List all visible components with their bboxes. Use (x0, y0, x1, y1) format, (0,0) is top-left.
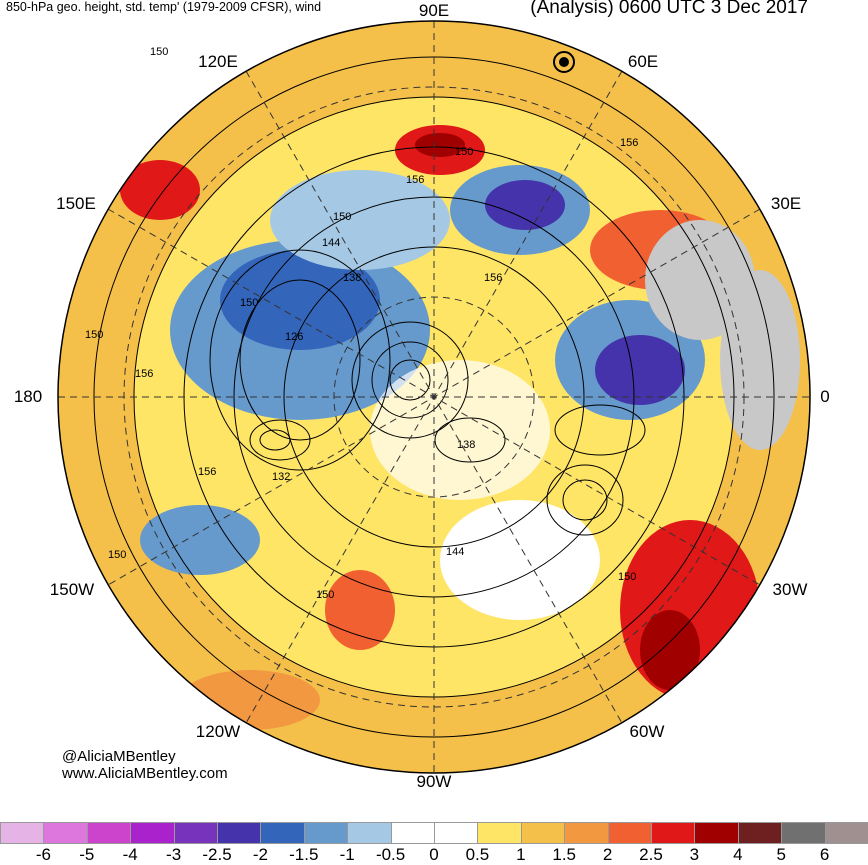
contour-label: 156 (406, 174, 424, 186)
colorbar-swatch (434, 822, 479, 844)
contour-label: 132 (272, 471, 290, 483)
colorbar-swatch (0, 822, 45, 844)
lon-label-180: 180 (13, 387, 43, 406)
colorbar-tick-label: 1 (516, 845, 526, 864)
colorbar-tick-label: 3 (689, 845, 700, 864)
colorbar-swatch (390, 822, 435, 844)
lon-label-90w: 90W (416, 772, 452, 791)
contour-label: 126 (285, 331, 303, 343)
map-boundary (57, 20, 811, 774)
colorbar (0, 822, 868, 846)
contour-label: 150 (455, 146, 473, 158)
graticule (58, 21, 810, 773)
colorbar-tick-label: 2 (602, 845, 613, 864)
contour-label: 150 (316, 589, 334, 601)
colorbar-tick-label: 1.5 (552, 845, 577, 864)
colorbar-tick-label: 0 (429, 845, 439, 864)
colorbar-swatch (303, 822, 349, 844)
colorbar-swatch (694, 822, 739, 844)
colorbar-tick-label: -6 (35, 845, 51, 864)
colorbar-swatch (737, 822, 783, 844)
colorbar-swatch (130, 822, 175, 844)
contour-label: 150 (240, 297, 258, 309)
contour-label: 156 (484, 272, 502, 284)
colorbar-swatch (217, 822, 262, 844)
colorbar-swatch (477, 822, 522, 844)
contour-label: 156 (620, 137, 638, 149)
lon-label-0: 0 (820, 387, 830, 406)
contour-label: 156 (198, 466, 216, 478)
colorbar-swatch (651, 822, 696, 844)
lon-label-60e: 60E (627, 52, 659, 71)
colorbar-tick-label: -1.5 (289, 845, 319, 864)
contour-label: 144 (322, 237, 340, 249)
author-handle: @AliciaMBentley (62, 748, 176, 765)
contour-label: 138 (457, 439, 475, 451)
contour-label: 144 (446, 546, 464, 558)
author-website: www.AliciaMBentley.com (62, 765, 228, 782)
colorbar-tick-label: -3 (166, 845, 182, 864)
lon-label-90e: 90E (418, 1, 450, 20)
lon-label-30e: 30E (770, 194, 802, 213)
colorbar-tick-label: 2.5 (639, 845, 663, 864)
colorbar-swatch (781, 822, 826, 844)
colorbar-swatch (520, 822, 566, 844)
colorbar-swatch (607, 822, 652, 844)
colorbar-tick-label: 5 (776, 845, 786, 864)
colorbar-swatch (173, 822, 218, 844)
author-credit: @AliciaMBentley www.AliciaMBentley.com (62, 748, 228, 782)
lon-label-150w: 150W (49, 580, 95, 599)
colorbar-swatch (824, 822, 868, 844)
colorbar-tick-label: -2 (252, 845, 268, 864)
colorbar-tick-label: -5 (79, 845, 95, 864)
colorbar-tick-label: 4 (733, 845, 743, 864)
contour-label: 138 (343, 272, 361, 284)
lon-label-150e: 150E (56, 194, 96, 213)
lon-label-30w: 30W (772, 580, 808, 599)
colorbar-swatch (564, 822, 609, 844)
contour-label: 156 (135, 368, 153, 380)
contour-labels: 150 150 156 156 150 144 138 156 150 126 … (85, 46, 638, 601)
map-title: 850-hPa geo. height, std. temp' (1979-20… (6, 0, 322, 14)
contour-label: 150 (333, 211, 351, 223)
valid-time-label: (Analysis) 0600 UTC 3 Dec 2017 (530, 0, 808, 18)
contour-label: 150 (108, 549, 126, 561)
colorbar-tick-label: -0.5 (375, 845, 406, 864)
lon-label-60w: 60W (629, 722, 665, 741)
colorbar-tick-label: -2.5 (202, 845, 232, 864)
contour-label: 150 (618, 571, 636, 583)
contour-label: 150 (85, 329, 103, 341)
colorbar-tick-label: -1 (339, 845, 355, 864)
colorbar-tick-label: 6 (819, 845, 830, 864)
colorbar-swatch (86, 822, 132, 844)
colorbar-swatch (347, 822, 392, 844)
colorbar-swatch (43, 822, 88, 844)
colorbar-tick-label: 0.5 (465, 845, 490, 864)
colorbar-tick-label: -4 (122, 845, 138, 864)
lon-label-120w: 120W (195, 722, 241, 741)
contour-label: 150 (150, 46, 168, 58)
cyclone-symbol (553, 51, 575, 73)
lon-label-120e: 120E (198, 52, 238, 71)
colorbar-swatch (260, 822, 305, 844)
